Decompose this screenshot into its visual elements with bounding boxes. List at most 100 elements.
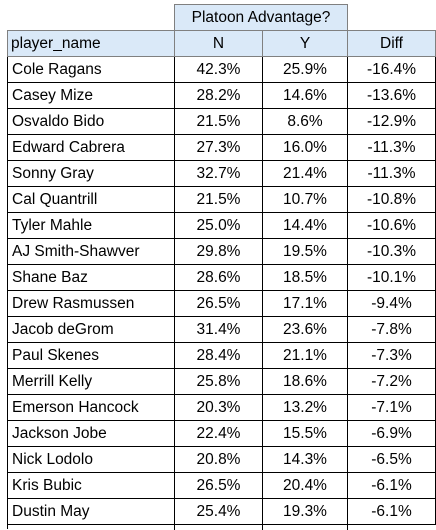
cell-n-value[interactable]: 27.3% xyxy=(174,134,263,161)
cell-y-value[interactable]: 21.1% xyxy=(262,342,348,369)
cell-y-value[interactable]: 19.3% xyxy=(262,498,348,525)
cell-player-name[interactable]: Kris Bubic xyxy=(7,472,175,499)
cell-y-value[interactable]: 20.4% xyxy=(262,472,348,499)
table-row: Cole Ragans 42.3% 25.9% -16.4% xyxy=(7,56,436,83)
cell-y-value[interactable]: 14.6% xyxy=(262,82,348,109)
column-header-row: player_name N Y Diff xyxy=(7,30,436,57)
table-row: Merrill Kelly 25.8% 18.6% -7.2% xyxy=(7,368,436,395)
cell-diff-value[interactable]: -12.9% xyxy=(347,108,436,135)
cell-diff-value[interactable]: -11.3% xyxy=(347,134,436,161)
header-player-name[interactable]: player_name xyxy=(7,30,175,57)
cell-player-name[interactable]: Casey Mize xyxy=(7,82,175,109)
cell-n-value[interactable]: 32.7% xyxy=(174,160,263,187)
cell-player-name[interactable]: Nick Lodolo xyxy=(7,446,175,473)
cell-diff-value[interactable]: -6.1% xyxy=(347,498,436,525)
cell-player-name[interactable]: Osvaldo Bido xyxy=(7,108,175,135)
cell-player-name[interactable]: Cal Quantrill xyxy=(7,186,175,213)
cell-player-name[interactable]: AJ Smith-Shawver xyxy=(7,238,175,265)
cell-diff-value[interactable]: -16.4% xyxy=(347,56,436,83)
cell-y-value[interactable]: 16.0% xyxy=(262,134,348,161)
table-row: Edward Cabrera 27.3% 16.0% -11.3% xyxy=(7,134,436,161)
cell-n-value[interactable]: 25.8% xyxy=(174,368,263,395)
cell-n-value[interactable]: 22.4% xyxy=(174,420,263,447)
cell-player-name[interactable]: Jackson Jobe xyxy=(7,420,175,447)
cell-player-name[interactable]: Dustin May xyxy=(7,498,175,525)
cell-n-value[interactable]: 28.6% xyxy=(174,264,263,291)
cell-n-value[interactable]: 26.5% xyxy=(174,472,263,499)
cell-y-value[interactable]: 21.4% xyxy=(262,160,348,187)
cell-n-value[interactable]: 20.3% xyxy=(174,394,263,421)
blank-cell[interactable] xyxy=(348,5,436,31)
table-row: AJ Smith-Shawver 29.8% 19.5% -10.3% xyxy=(7,238,436,265)
cell-y-value[interactable]: 8.6% xyxy=(262,108,348,135)
cell-y-value[interactable]: 19.5% xyxy=(262,238,348,265)
table-row: Jacob deGrom 31.4% 23.6% -7.8% xyxy=(7,316,436,343)
cell-diff-value[interactable]: -10.3% xyxy=(347,238,436,265)
cell-y-value[interactable]: 18.5% xyxy=(262,264,348,291)
cell-y-value[interactable]: 10.7% xyxy=(262,186,348,213)
cell-diff-value[interactable]: -7.3% xyxy=(347,342,436,369)
cell-player-name[interactable]: Drew Rasmussen xyxy=(7,290,175,317)
cell-player-name[interactable]: Edward Cabrera xyxy=(7,134,175,161)
cell-diff-value[interactable]: -6.5% xyxy=(347,446,436,473)
cell-diff-value[interactable]: -13.6% xyxy=(347,82,436,109)
cell-y-value[interactable]: 15.5% xyxy=(262,420,348,447)
header-diff[interactable]: Diff xyxy=(347,30,436,57)
cell-player-name[interactable]: Shane Baz xyxy=(7,264,175,291)
group-header-platoon-advantage[interactable]: Platoon Advantage? xyxy=(174,4,348,31)
table-row: Casey Mize 28.2% 14.6% -13.6% xyxy=(7,82,436,109)
cell-n-value[interactable]: 29.8% xyxy=(174,238,263,265)
cell-n-value[interactable]: 21.5% xyxy=(174,186,263,213)
cell-y-value[interactable]: 17.1% xyxy=(262,290,348,317)
cell-n-value[interactable]: 42.3% xyxy=(174,56,263,83)
cell-y-value[interactable]: 14.4% xyxy=(262,212,348,239)
cell-player-name[interactable]: Tyler Mahle xyxy=(7,212,175,239)
cell-n-value[interactable]: 25.4% xyxy=(174,498,263,525)
cell-y-value[interactable]: 23.6% xyxy=(262,316,348,343)
cell-y-value[interactable]: 25.9% xyxy=(262,56,348,83)
cell-diff-value[interactable]: -7.8% xyxy=(347,316,436,343)
cell-y-value[interactable]: 18.6% xyxy=(262,368,348,395)
cell-n-value[interactable]: 28.2% xyxy=(174,82,263,109)
cell-n-value[interactable]: 26.5% xyxy=(174,290,263,317)
cell-n-value[interactable]: 21.5% xyxy=(174,108,263,135)
cell-diff-value[interactable]: -9.4% xyxy=(347,290,436,317)
blank-cell[interactable] xyxy=(8,5,175,31)
cell-diff-value[interactable]: -6.9% xyxy=(347,420,436,447)
cell-player-name[interactable]: Cole Ragans xyxy=(7,56,175,83)
table-row: Kris Bubic 26.5% 20.4% -6.1% xyxy=(7,472,436,499)
table-row: Tyler Mahle 25.0% 14.4% -10.6% xyxy=(7,212,436,239)
cell-n-value[interactable]: 20.8% xyxy=(174,446,263,473)
table-row: Sonny Gray 32.7% 21.4% -11.3% xyxy=(7,160,436,187)
cell-player-name[interactable]: Jacob deGrom xyxy=(7,316,175,343)
cell-n-value[interactable]: 25.0% xyxy=(174,212,263,239)
header-n[interactable]: N xyxy=(174,30,263,57)
cell-n-value[interactable]: 28.4% xyxy=(174,342,263,369)
platoon-table: Platoon Advantage? player_name N Y Diff … xyxy=(7,4,436,525)
cell-diff-value[interactable]: -11.3% xyxy=(347,160,436,187)
cell-diff-value[interactable]: -7.2% xyxy=(347,368,436,395)
cell-y-value[interactable]: 14.3% xyxy=(262,446,348,473)
table-row: Drew Rasmussen 26.5% 17.1% -9.4% xyxy=(7,290,436,317)
table-row: Nick Lodolo 20.8% 14.3% -6.5% xyxy=(7,446,436,473)
table-row: Shane Baz 28.6% 18.5% -10.1% xyxy=(7,264,436,291)
table-row: Dustin May 25.4% 19.3% -6.1% xyxy=(7,498,436,525)
cell-player-name[interactable]: Paul Skenes xyxy=(7,342,175,369)
cell-player-name[interactable]: Merrill Kelly xyxy=(7,368,175,395)
next-row-partial xyxy=(7,524,435,530)
table-row: Paul Skenes 28.4% 21.1% -7.3% xyxy=(7,342,436,369)
cell-player-name[interactable]: Sonny Gray xyxy=(7,160,175,187)
header-y[interactable]: Y xyxy=(262,30,348,57)
table-row: Cal Quantrill 21.5% 10.7% -10.8% xyxy=(7,186,436,213)
cell-diff-value[interactable]: -10.6% xyxy=(347,212,436,239)
cell-diff-value[interactable]: -10.8% xyxy=(347,186,436,213)
cell-player-name[interactable]: Emerson Hancock xyxy=(7,394,175,421)
cell-diff-value[interactable]: -10.1% xyxy=(347,264,436,291)
cell-y-value[interactable]: 13.2% xyxy=(262,394,348,421)
group-header-row: Platoon Advantage? xyxy=(8,4,436,31)
table-row: Jackson Jobe 22.4% 15.5% -6.9% xyxy=(7,420,436,447)
cell-diff-value[interactable]: -6.1% xyxy=(347,472,436,499)
cell-n-value[interactable]: 31.4% xyxy=(174,316,263,343)
cell-diff-value[interactable]: -7.1% xyxy=(347,394,436,421)
